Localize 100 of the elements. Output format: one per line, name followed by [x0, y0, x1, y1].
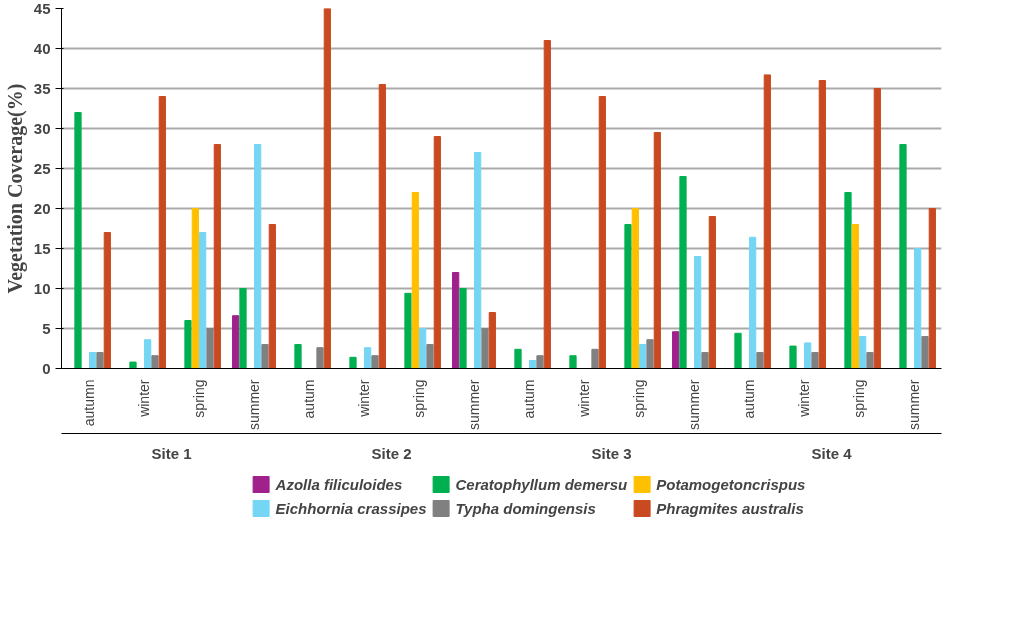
bar	[639, 344, 647, 369]
bar	[818, 80, 826, 369]
x-tick-label: summer	[686, 379, 702, 431]
bar	[419, 328, 427, 369]
bar	[268, 224, 276, 369]
bar	[364, 347, 372, 369]
y-tick-label: 10	[33, 279, 51, 297]
bar	[488, 312, 496, 369]
legend-label: Phragmites australis	[656, 499, 804, 517]
bar	[404, 292, 412, 369]
bar	[213, 144, 221, 369]
y-tick-label: 35	[33, 79, 51, 97]
bar	[631, 208, 639, 369]
legend-label: Typha domingensis	[455, 499, 596, 517]
bar	[624, 224, 632, 369]
bar	[191, 208, 199, 369]
x-tick-label: summer	[906, 379, 922, 431]
x-tick-label: summer	[246, 379, 262, 431]
bar	[921, 336, 929, 369]
y-tick-label: 5	[42, 319, 51, 337]
bar	[591, 348, 599, 369]
bar	[459, 288, 467, 369]
bar	[543, 40, 551, 369]
bar	[316, 347, 324, 369]
y-axis-title: Vegetation Coverage(%)	[3, 83, 27, 294]
bar	[598, 96, 606, 369]
text: Site 4	[811, 444, 853, 462]
bar	[129, 361, 137, 369]
x-tick-label: autumn	[81, 379, 97, 427]
bar	[144, 339, 152, 369]
bar	[804, 342, 812, 369]
legend-label: Eichhornia crassipes	[275, 499, 427, 517]
bar	[734, 332, 742, 369]
bar	[96, 352, 104, 369]
legend-label: Potamogetoncrispus	[656, 475, 806, 493]
bar	[371, 355, 379, 369]
bar	[294, 344, 302, 369]
bar	[789, 345, 797, 369]
legend-label: Ceratophyllum demersu	[455, 475, 628, 493]
bar	[529, 360, 537, 369]
bar	[569, 355, 577, 369]
bar	[184, 320, 192, 369]
bar	[844, 192, 852, 369]
x-tick-label: winter	[356, 379, 372, 418]
bar	[694, 256, 702, 369]
bar	[261, 344, 269, 369]
bar	[928, 208, 936, 369]
text: Site 2	[371, 444, 412, 462]
x-tick-label: winter	[136, 379, 152, 418]
bar	[452, 272, 460, 369]
bar	[74, 112, 82, 369]
x-tick-label: spring	[631, 379, 647, 418]
bar	[514, 348, 522, 369]
bar	[151, 355, 159, 369]
x-tick-label: winter	[796, 379, 812, 418]
bar	[653, 132, 661, 369]
bar	[749, 236, 757, 369]
bar	[851, 224, 859, 369]
bar	[474, 152, 482, 369]
x-tick-label: spring	[191, 379, 207, 418]
y-tick-label: 0	[42, 359, 51, 377]
bar	[708, 216, 716, 369]
bar	[89, 352, 97, 369]
bar	[254, 144, 262, 369]
bar	[899, 144, 907, 369]
bar	[914, 248, 922, 369]
bar	[672, 331, 680, 369]
y-tick-label: 20	[33, 199, 51, 217]
bar	[239, 288, 247, 369]
x-tick-label: autum	[741, 379, 757, 419]
bar	[866, 352, 874, 369]
x-tick-label: autum	[521, 379, 537, 419]
text: Site 1	[151, 444, 192, 462]
bar	[536, 355, 544, 369]
bar	[701, 352, 709, 369]
x-tick-label: autum	[301, 379, 317, 419]
x-tick-label: winter	[576, 379, 592, 418]
x-tick-label: spring	[411, 379, 427, 418]
y-tick-label: 15	[33, 239, 51, 257]
bar	[411, 192, 419, 369]
bar	[646, 339, 654, 369]
bar	[811, 352, 819, 369]
bar	[756, 352, 764, 369]
bar	[433, 136, 441, 369]
bar	[426, 344, 434, 369]
bar	[323, 8, 331, 369]
y-tick-label: 45	[33, 0, 51, 17]
bar	[103, 232, 111, 369]
legend-label: Azolla filiculoides	[275, 475, 403, 493]
y-tick-label: 25	[33, 159, 51, 177]
y-tick-label: 40	[33, 39, 51, 57]
bar	[679, 176, 687, 369]
bar	[206, 328, 214, 369]
bar	[158, 96, 166, 369]
bar	[199, 232, 207, 369]
bar	[763, 74, 771, 369]
bar	[481, 328, 489, 369]
bar	[859, 336, 867, 369]
x-tick-label: spring	[851, 379, 867, 418]
bar	[349, 356, 357, 369]
